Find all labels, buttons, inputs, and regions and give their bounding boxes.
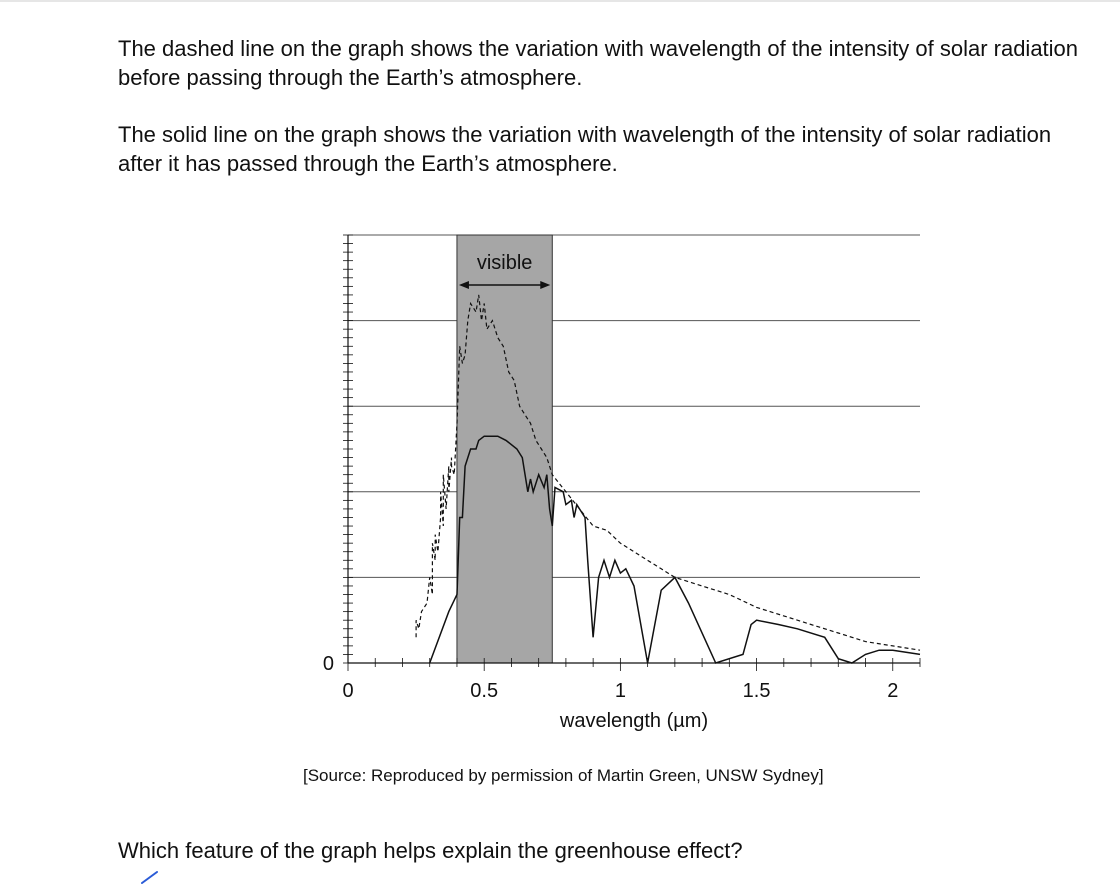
question-text: Which feature of the graph helps explain…: [118, 838, 743, 863]
series-lines: [415, 294, 921, 664]
intro-paragraph-solid: The solid line on the graph shows the va…: [118, 122, 1052, 176]
source-credit: [Source: Reproduced by permission of Mar…: [303, 766, 824, 785]
x-axis-label: wavelength (µm): [559, 710, 708, 732]
x-tick-label: 0: [342, 680, 353, 702]
arrow-head-left: [458, 281, 469, 289]
visible-range-arrow: [458, 281, 551, 289]
pen-mark-icon: [141, 871, 158, 884]
arrow-head-right: [540, 281, 551, 289]
x-tick-label: 2: [887, 680, 898, 702]
series-after-atmosphere: [428, 435, 921, 664]
visible-band-label: visible: [477, 252, 533, 274]
intro-paragraph-dashed: The dashed line on the graph shows the v…: [118, 36, 1079, 90]
x-tick-label: 1: [615, 680, 626, 702]
y-tick-label: 0: [323, 653, 334, 675]
series-before-atmosphere: [415, 294, 921, 651]
axes: [343, 234, 921, 671]
top-rule: [0, 0, 1120, 2]
x-tick-label: 0.5: [470, 680, 498, 702]
x-tick-label: 1.5: [743, 680, 771, 702]
tick-labels: 0 0.5 1 1.5 2 0: [323, 653, 898, 702]
gridlines: [348, 234, 920, 578]
solar-spectrum-chart: visible 0 0.5 1 1.5 2 0 wavelength (µm): [323, 234, 921, 732]
